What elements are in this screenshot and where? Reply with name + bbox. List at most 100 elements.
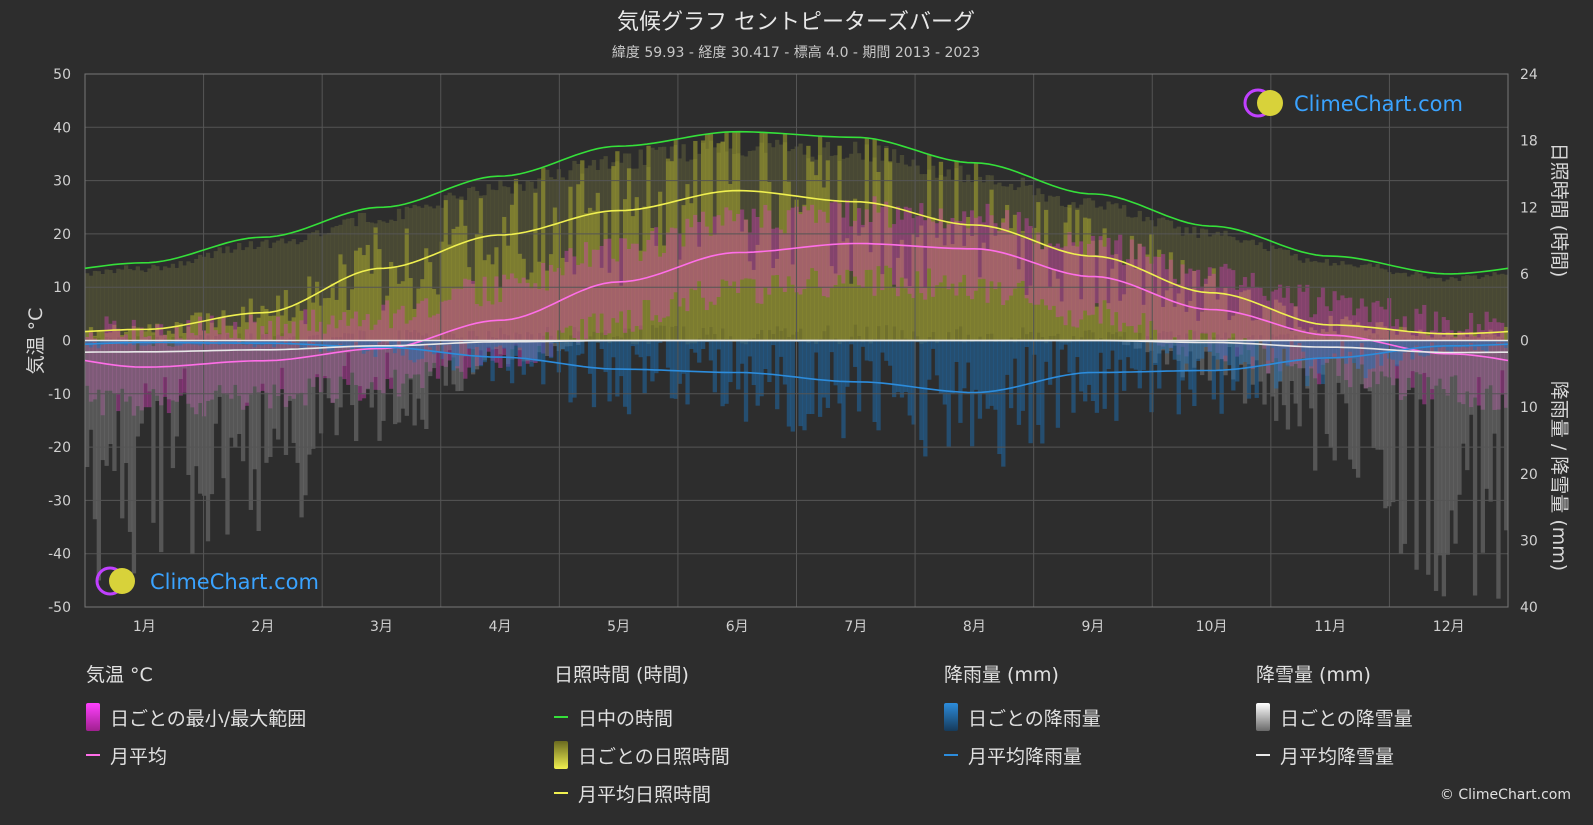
rain-daily-bar [712,340,717,393]
sunshine-daily-bar [989,189,994,341]
sunshine-daily-bar [443,200,448,341]
temp-range-bar [1270,291,1275,363]
temp-range-bar [915,216,920,272]
snow-daily-bar [217,340,222,397]
rain-daily-bar [814,340,819,353]
sunshine-daily-bar [584,213,589,341]
rain-daily-bar [170,340,176,343]
sunshine-daily-bar [782,133,788,341]
temp-range-bar [1094,255,1100,304]
temp-range-bar [143,337,148,408]
sunshine-daily-bar [123,331,129,341]
temp-range-bar [720,225,725,280]
sunshine-daily-bar [1313,330,1318,341]
snow-daily-bar [1207,340,1213,381]
snow-daily-bar [1449,340,1454,511]
sunshine-daily-bar [993,235,998,341]
rain-daily-bar [802,340,807,431]
daylight-potential-bar [895,162,901,340]
daylight-potential-bar [1246,240,1252,338]
daylight-potential-bar [201,256,207,339]
sunshine-daily-bar [1422,333,1427,341]
sunshine-daily-bar [205,313,211,341]
daylight-potential-bar [166,267,172,341]
temp-range-bar [1172,278,1178,338]
sunshine-daily-bar [470,283,476,341]
temp-range-bar [931,221,936,297]
rain-daily-bar [1184,340,1189,364]
sunshine-daily-bar [1153,293,1158,341]
sunshine-daily-bar [502,216,507,341]
rain-daily-bar [591,340,597,408]
rain-daily-bar [287,340,293,345]
series-lines [84,130,1509,394]
snow-daily-bar [1336,340,1341,383]
snow-daily-bar [244,340,250,403]
snow-daily-bar [1344,340,1349,404]
temp-range-bar [771,228,776,276]
temp-range-bar [256,339,261,393]
temp-range-bar [1402,316,1408,397]
sunshine-daily-bar [1086,218,1092,341]
rain-daily-bar [248,340,254,344]
chart-title: 気候グラフ セントピーターズバーグ [617,10,975,35]
sunshine-daily-bar [1379,322,1384,341]
rain-daily-bar [1129,340,1135,369]
temp-range-bar [946,224,951,290]
snow-daily-bar [369,340,374,408]
temp-range-bar [607,238,612,334]
temp-range-bar [1153,256,1158,330]
sunshine-daily-bar [217,317,222,341]
daylight-potential-bar [120,269,125,339]
snow-daily-bar [1457,340,1462,495]
sunshine-daily-bar [837,145,842,341]
rain-daily-bar [837,340,842,404]
sunshine-daily-bar [104,333,109,341]
sunshine-daily-bar [1500,331,1505,341]
rain-daily-bar [1168,340,1174,349]
rain-daily-bar [1133,340,1139,370]
temp-range-bar [330,315,335,403]
sunshine-daily-bar [1223,287,1228,341]
daylight-potential-bar [412,204,417,331]
snow-daily-bar [299,340,304,518]
daylight-potential-bar [1277,248,1283,335]
sunshine-daily-bar [607,272,612,341]
sunshine-daily-bar [1188,300,1193,341]
y-left-tick-label: 20 [53,227,71,243]
daylight-potential-bar [1270,245,1275,335]
y-left-tick-label: -40 [48,547,71,563]
daylight-potential-bar [1371,266,1376,338]
snow-daily-bar [404,340,409,416]
snow-daily-bar [1402,340,1408,544]
sunshine-daily-bar [685,184,690,341]
temp-range-bar [728,210,733,286]
temp-range-bar [642,251,647,300]
temp-range-bar [182,339,187,393]
daylight-potential-bar [572,160,577,328]
temp-range-bar [435,313,441,379]
snow-daily-bar [1504,340,1509,531]
sunshine-daily-bar [1005,204,1010,341]
temp-range-bar [1289,303,1294,367]
temp-range-bar [798,214,803,295]
logo-top: ClimeChart.com [1243,88,1463,118]
sunshine-daily-bar [213,327,218,341]
daylight-potential-bar [537,178,542,334]
rain-daily-bar [1024,340,1029,348]
daylight-potential-bar [1406,276,1411,341]
legend-rain-avg-label: 月平均降雨量 [968,745,1083,768]
sunshine-daily-bar [478,198,484,341]
daylight-potential-bar [654,149,659,328]
temp-range-bar [1028,226,1033,304]
rain-daily-bar [104,340,109,343]
sunshine-daily-bar [182,333,187,341]
snow-daily-bar [412,340,417,426]
sunshine-daily-bar [307,276,312,341]
daylight-potential-bar [1418,273,1423,336]
logo-bottom: ClimeChart.com [95,566,319,596]
rain-daily-bar [1223,340,1228,356]
temp-range-bar [958,221,963,283]
temp-range-bar [190,332,195,408]
rain-daily-bar [786,340,792,427]
